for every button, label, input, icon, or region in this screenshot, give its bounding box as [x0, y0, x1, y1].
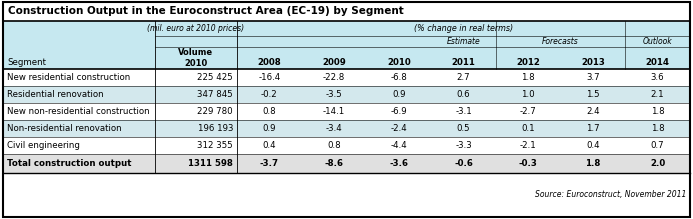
Text: Construction Output in the Euroconstruct Area (EC-19) by Segment: Construction Output in the Euroconstruct…	[8, 7, 404, 16]
Text: -3.1: -3.1	[455, 107, 472, 116]
Text: -14.1: -14.1	[323, 107, 345, 116]
Text: 2013: 2013	[581, 58, 605, 67]
Bar	[3, 154, 690, 173]
Text: 0.4: 0.4	[263, 141, 277, 150]
Text: Outlook: Outlook	[643, 37, 672, 46]
Text: 2.0: 2.0	[650, 159, 665, 168]
Text: -3.5: -3.5	[326, 90, 342, 99]
Bar	[3, 137, 690, 154]
Text: 1.5: 1.5	[586, 90, 599, 99]
Text: (mil. euro at 2010 prices): (mil. euro at 2010 prices)	[148, 24, 245, 33]
Text: 2012: 2012	[516, 58, 540, 67]
Text: 1.7: 1.7	[586, 124, 599, 133]
Text: Residential renovation: Residential renovation	[7, 90, 104, 99]
Text: -0.6: -0.6	[454, 159, 473, 168]
Text: -22.8: -22.8	[323, 73, 345, 82]
Text: Total construction output: Total construction output	[7, 159, 132, 168]
Text: -3.6: -3.6	[389, 159, 408, 168]
Text: 0.1: 0.1	[521, 124, 535, 133]
Text: 2.7: 2.7	[457, 73, 471, 82]
Text: Segment: Segment	[7, 58, 46, 67]
Bar	[3, 2, 690, 21]
Text: 225 425: 225 425	[198, 73, 233, 82]
Text: 1.0: 1.0	[521, 90, 535, 99]
Text: -3.4: -3.4	[326, 124, 342, 133]
Text: 0.7: 0.7	[651, 141, 665, 150]
Text: 2.1: 2.1	[651, 90, 665, 99]
Text: 2010: 2010	[387, 58, 411, 67]
Text: Estimate: Estimate	[446, 37, 480, 46]
Bar	[3, 103, 690, 120]
Text: 1311 598: 1311 598	[188, 159, 233, 168]
Text: 0.6: 0.6	[457, 90, 471, 99]
Text: 3.6: 3.6	[651, 73, 665, 82]
Bar	[3, 21, 690, 69]
Bar	[3, 69, 690, 86]
Text: -6.9: -6.9	[390, 107, 407, 116]
Text: -8.6: -8.6	[324, 159, 344, 168]
Text: 1.8: 1.8	[586, 159, 601, 168]
Text: Volume
2010: Volume 2010	[178, 48, 213, 68]
Text: 312 355: 312 355	[198, 141, 233, 150]
Text: -3.3: -3.3	[455, 141, 472, 150]
Bar	[3, 173, 690, 217]
Text: 2011: 2011	[452, 58, 475, 67]
Bar	[3, 86, 690, 103]
Text: -2.7: -2.7	[520, 107, 536, 116]
Text: 1.8: 1.8	[651, 124, 665, 133]
Text: -6.8: -6.8	[390, 73, 407, 82]
Text: 347 845: 347 845	[198, 90, 233, 99]
Text: 2008: 2008	[258, 58, 281, 67]
Text: Civil engineering: Civil engineering	[7, 141, 80, 150]
Text: -0.2: -0.2	[261, 90, 278, 99]
Text: 1.8: 1.8	[521, 73, 535, 82]
Text: New residential construction: New residential construction	[7, 73, 130, 82]
Text: 0.8: 0.8	[327, 141, 341, 150]
Text: -2.4: -2.4	[390, 124, 407, 133]
Text: 0.5: 0.5	[457, 124, 471, 133]
Text: 0.8: 0.8	[263, 107, 277, 116]
Bar	[3, 21, 155, 69]
Text: 2014: 2014	[646, 58, 669, 67]
Text: 0.9: 0.9	[392, 90, 405, 99]
Text: New non-residential construction: New non-residential construction	[7, 107, 150, 116]
Text: 3.7: 3.7	[586, 73, 599, 82]
Text: 1.8: 1.8	[651, 107, 665, 116]
Bar	[3, 120, 690, 137]
Text: Source: Euroconstruct, November 2011: Source: Euroconstruct, November 2011	[534, 191, 686, 200]
Text: -3.7: -3.7	[260, 159, 279, 168]
Text: (% change in real terms): (% change in real terms)	[414, 24, 513, 33]
Text: 229 780: 229 780	[198, 107, 233, 116]
Text: -2.1: -2.1	[520, 141, 536, 150]
Text: -0.3: -0.3	[519, 159, 538, 168]
Text: 0.4: 0.4	[586, 141, 599, 150]
Text: -4.4: -4.4	[390, 141, 407, 150]
Text: 196 193: 196 193	[198, 124, 233, 133]
Text: -16.4: -16.4	[258, 73, 281, 82]
Text: 2009: 2009	[322, 58, 346, 67]
Text: Forecasts: Forecasts	[542, 37, 579, 46]
Text: 2.4: 2.4	[586, 107, 599, 116]
Text: 0.9: 0.9	[263, 124, 276, 133]
Text: Non-residential renovation: Non-residential renovation	[7, 124, 122, 133]
